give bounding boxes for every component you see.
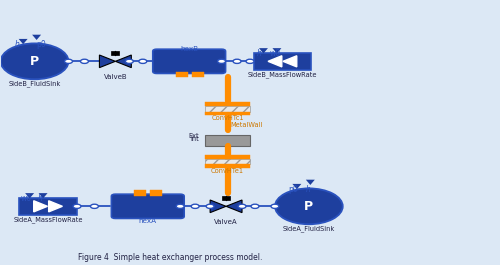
Circle shape bbox=[191, 204, 199, 208]
Polygon shape bbox=[38, 193, 48, 198]
Text: SideA_MassFlowRate: SideA_MassFlowRate bbox=[14, 217, 83, 223]
Text: Ext: Ext bbox=[188, 133, 198, 139]
Polygon shape bbox=[259, 48, 268, 54]
Polygon shape bbox=[116, 55, 132, 68]
Bar bbox=[150, 191, 162, 196]
Text: h: h bbox=[15, 40, 20, 49]
Polygon shape bbox=[283, 56, 297, 67]
Circle shape bbox=[80, 59, 88, 63]
Polygon shape bbox=[292, 184, 302, 189]
Polygon shape bbox=[210, 200, 226, 213]
Bar bbox=[204, 135, 250, 146]
Text: P: P bbox=[304, 200, 314, 213]
Circle shape bbox=[246, 59, 254, 63]
Polygon shape bbox=[18, 39, 28, 44]
Circle shape bbox=[0, 43, 68, 79]
Text: h: h bbox=[306, 185, 310, 194]
Text: ConvHTc1: ConvHTc1 bbox=[212, 115, 244, 121]
Text: SideA_FluidSink: SideA_FluidSink bbox=[282, 225, 335, 232]
Text: Figure 4  Simple heat exchanger process model.: Figure 4 Simple heat exchanger process m… bbox=[78, 253, 262, 262]
Bar bbox=[204, 155, 250, 159]
Circle shape bbox=[275, 188, 342, 224]
Circle shape bbox=[233, 59, 241, 63]
Circle shape bbox=[90, 204, 98, 208]
Bar bbox=[204, 159, 250, 164]
Text: ConvHTe1: ConvHTe1 bbox=[211, 168, 244, 174]
Bar bbox=[254, 53, 311, 70]
Circle shape bbox=[176, 204, 184, 208]
Circle shape bbox=[64, 59, 72, 63]
Text: MetalWall: MetalWall bbox=[230, 122, 262, 128]
Bar bbox=[204, 112, 250, 115]
Text: ValveB: ValveB bbox=[104, 74, 127, 80]
Bar bbox=[176, 72, 188, 77]
Polygon shape bbox=[48, 201, 62, 212]
Polygon shape bbox=[34, 201, 48, 212]
Polygon shape bbox=[226, 200, 242, 213]
Text: w0: w0 bbox=[270, 49, 281, 58]
Bar bbox=[112, 51, 120, 55]
Text: SideB_FluidSink: SideB_FluidSink bbox=[8, 80, 60, 87]
Text: h: h bbox=[38, 194, 43, 203]
Text: p0: p0 bbox=[36, 40, 46, 49]
Text: Int: Int bbox=[190, 136, 198, 142]
Circle shape bbox=[206, 204, 214, 208]
Text: P: P bbox=[30, 55, 39, 68]
Bar bbox=[222, 196, 230, 200]
Circle shape bbox=[73, 204, 81, 208]
Polygon shape bbox=[272, 48, 281, 54]
Polygon shape bbox=[100, 55, 116, 68]
Text: hexA: hexA bbox=[138, 218, 157, 224]
Circle shape bbox=[251, 204, 259, 208]
Text: h: h bbox=[257, 49, 262, 58]
Bar bbox=[134, 191, 146, 196]
Bar bbox=[204, 106, 250, 112]
Bar bbox=[192, 72, 203, 77]
Text: w0: w0 bbox=[20, 194, 32, 203]
Bar bbox=[204, 164, 250, 168]
Text: p0: p0 bbox=[288, 185, 298, 194]
FancyBboxPatch shape bbox=[112, 194, 184, 218]
Circle shape bbox=[218, 59, 226, 63]
Circle shape bbox=[271, 204, 279, 208]
Circle shape bbox=[139, 59, 147, 63]
Polygon shape bbox=[32, 35, 41, 40]
Polygon shape bbox=[306, 180, 315, 185]
Circle shape bbox=[126, 59, 134, 63]
Bar bbox=[20, 198, 76, 215]
Text: SideB_MassFlowRate: SideB_MassFlowRate bbox=[248, 71, 317, 78]
Text: ValveA: ValveA bbox=[214, 219, 238, 225]
Bar bbox=[204, 103, 250, 106]
Circle shape bbox=[238, 204, 246, 208]
FancyBboxPatch shape bbox=[153, 49, 226, 73]
Polygon shape bbox=[25, 193, 34, 198]
Text: hexB: hexB bbox=[180, 46, 198, 52]
Polygon shape bbox=[268, 56, 282, 67]
